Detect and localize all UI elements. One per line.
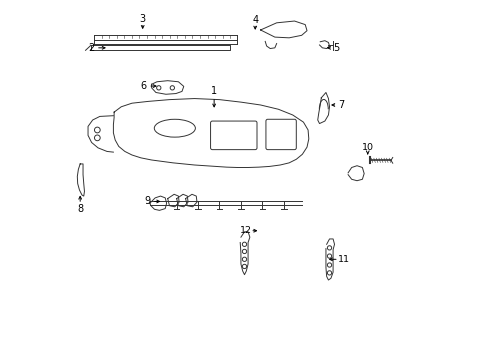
Text: 8: 8 bbox=[77, 203, 83, 213]
Text: 9: 9 bbox=[144, 197, 150, 206]
Text: 5: 5 bbox=[333, 43, 339, 53]
Text: 7: 7 bbox=[337, 100, 344, 110]
Text: 10: 10 bbox=[361, 143, 373, 152]
Text: 3: 3 bbox=[140, 14, 145, 24]
Text: 1: 1 bbox=[211, 86, 217, 96]
Text: 6: 6 bbox=[141, 81, 146, 91]
Text: 11: 11 bbox=[337, 255, 349, 264]
Text: 2: 2 bbox=[87, 43, 94, 53]
Text: 4: 4 bbox=[252, 15, 258, 25]
Text: 12: 12 bbox=[240, 226, 252, 235]
